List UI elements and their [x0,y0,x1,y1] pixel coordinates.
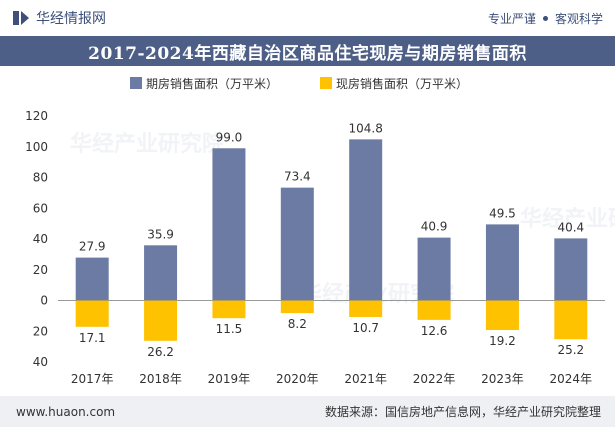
y-tick-label: 60 [33,201,48,215]
bar-futures-5 [417,237,451,301]
brand-name: 华经情报网 [36,11,106,27]
bar-chart: 华经产业研究院华经产业研究院华经产业研究院期房销售面积（万平米）现房销售面积（万… [25,76,615,386]
data-label-futures-2: 99.0 [216,130,243,144]
y-tick-label: 20 [33,324,48,338]
bar-current-2 [212,300,246,319]
watermark-2: 华经产业研究院 [520,206,615,232]
y-tick-label: 40 [33,355,48,369]
bar-current-7 [554,300,588,340]
watermark-0: 华经产业研究院 [70,131,224,157]
brand[interactable]: 华经情报网 [12,8,106,28]
y-tick-label: 40 [33,232,48,246]
data-label-current-0: 17.1 [79,331,106,345]
data-label-futures-6: 49.5 [489,206,516,220]
slogan-dot-icon [542,15,548,21]
slogan-right: 客观科学 [554,11,603,26]
data-label-current-1: 26.2 [147,345,174,359]
bar-futures-7 [554,238,588,301]
x-tick-label-0: 2017年 [71,372,114,386]
footer-site[interactable]: www.huaon.com [16,404,116,419]
bar-current-0 [75,300,109,327]
data-label-futures-4: 104.8 [349,121,383,135]
bar-futures-4 [349,139,383,301]
legend-swatch-1 [320,77,332,89]
bar-current-1 [144,300,178,341]
x-tick-label-3: 2020年 [276,372,319,386]
data-label-futures-5: 40.9 [421,220,448,234]
brand-logo-icon [13,11,29,25]
chart-title: 2017-2024年西藏自治区商品住宅现房与期房销售面积 [88,43,527,64]
footer-source: 数据来源：国信房地产信息网，华经产业研究院整理 [324,405,601,419]
legend-swatch-0 [130,77,142,89]
data-label-current-4: 10.7 [352,321,379,335]
data-label-current-5: 12.6 [421,324,448,338]
y-tick-label: 80 [33,171,48,185]
y-tick-label: 100 [25,140,48,154]
bar-futures-0 [75,257,109,301]
data-label-futures-1: 35.9 [147,227,174,241]
y-tick-label: 0 [40,294,48,308]
x-tick-label-2: 2019年 [208,372,251,386]
bar-futures-3 [280,187,314,301]
bar-current-3 [280,300,314,314]
bar-futures-1 [144,245,178,301]
y-tick-label: 120 [25,109,48,123]
data-label-current-7: 25.2 [557,343,584,357]
bar-current-5 [417,300,451,320]
data-label-futures-3: 73.4 [284,170,311,184]
x-tick-label-4: 2021年 [344,372,387,386]
data-label-current-6: 19.2 [489,334,516,348]
x-tick-label-6: 2023年 [481,372,524,386]
bar-current-6 [485,300,519,331]
x-tick-label-7: 2024年 [550,372,593,386]
y-tick-label: 20 [33,263,48,277]
bar-futures-2 [212,148,246,301]
data-label-futures-0: 27.9 [79,240,106,254]
data-label-futures-7: 40.4 [557,220,584,234]
slogan-left: 专业严谨 [487,11,536,26]
bar-futures-6 [485,224,519,301]
legend-label-1: 现房销售面积（万平米） [336,76,468,91]
bar-current-4 [349,300,383,317]
legend-label-0: 期房销售面积（万平米） [146,76,278,91]
title-bar: 2017-2024年西藏自治区商品住宅现房与期房销售面积 [0,36,615,66]
data-label-current-3: 8.2 [288,317,307,331]
x-tick-label-1: 2018年 [139,372,182,386]
data-label-current-2: 11.5 [216,322,243,336]
x-tick-label-5: 2022年 [413,372,456,386]
top-bar: 华经情报网 专业严谨 客观科学 [0,0,615,36]
footer: www.huaon.com 数据来源：国信房地产信息网，华经产业研究院整理 [0,396,615,427]
slogan: 专业严谨 客观科学 [488,10,603,27]
